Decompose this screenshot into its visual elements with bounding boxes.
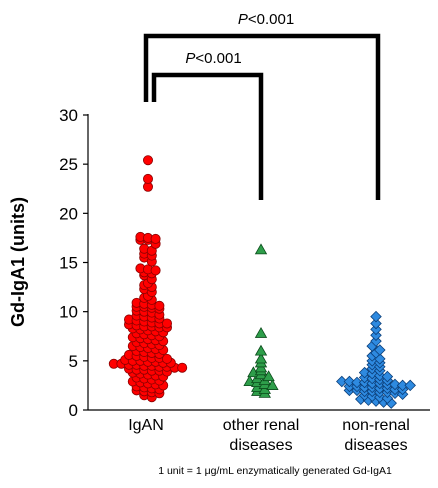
- data-point: [150, 233, 161, 244]
- y-tick-label: 10: [59, 303, 78, 322]
- y-tick-label: 0: [69, 401, 78, 420]
- series-2: [243, 243, 279, 398]
- data-point: [161, 353, 172, 364]
- data-point: [142, 155, 153, 166]
- data-point: [351, 376, 363, 389]
- y-tick-label: 30: [59, 106, 78, 125]
- significance-bracket: [143, 33, 381, 200]
- significance-brackets: P<0.001 P<0.001: [143, 11, 381, 200]
- data-point: [381, 370, 394, 383]
- data-point: [254, 352, 268, 364]
- data-point: [370, 310, 382, 323]
- data-point: [389, 378, 401, 391]
- data-point: [177, 362, 188, 373]
- data-point: [262, 370, 275, 382]
- data-point: [343, 375, 356, 388]
- category-label: non-renal diseases: [342, 417, 410, 454]
- data-point: [142, 173, 153, 184]
- y-tick-label: 25: [59, 155, 78, 174]
- y-tick-label: 20: [59, 204, 78, 223]
- data-point: [254, 326, 268, 338]
- y-axis-label: Gd-IgA1 (units): [8, 197, 28, 327]
- data-points: [108, 155, 416, 409]
- data-point: [370, 323, 382, 336]
- data-point: [396, 379, 409, 392]
- data-point: [358, 366, 371, 379]
- series-3: [336, 310, 416, 409]
- data-point: [154, 300, 165, 311]
- y-tick-label: 15: [59, 254, 78, 273]
- footnote: 1 unit = 1 μg/mL enzymatically generated…: [158, 465, 392, 477]
- category-label: other renal diseases: [223, 417, 300, 454]
- data-point: [370, 329, 382, 342]
- category-labels: IgAN other renal diseases non-renal diseases: [128, 417, 410, 454]
- data-point: [161, 318, 172, 329]
- data-point: [254, 344, 268, 356]
- data-point: [254, 243, 268, 255]
- data-point: [370, 317, 382, 330]
- data-point: [370, 335, 382, 347]
- category-label: IgAN: [128, 417, 164, 434]
- data-point: [336, 375, 348, 388]
- series-1: [108, 155, 188, 403]
- data-point: [374, 344, 386, 356]
- data-point: [150, 265, 161, 276]
- data-point: [381, 392, 394, 404]
- y-ticks: 0 5 10 15 20 25 30: [59, 106, 88, 420]
- y-tick-label: 5: [69, 352, 78, 371]
- p-value-label: P<0.001: [238, 11, 294, 28]
- data-point: [404, 379, 416, 392]
- p-value-label: P<0.001: [185, 50, 241, 67]
- significance-bracket: [151, 72, 264, 200]
